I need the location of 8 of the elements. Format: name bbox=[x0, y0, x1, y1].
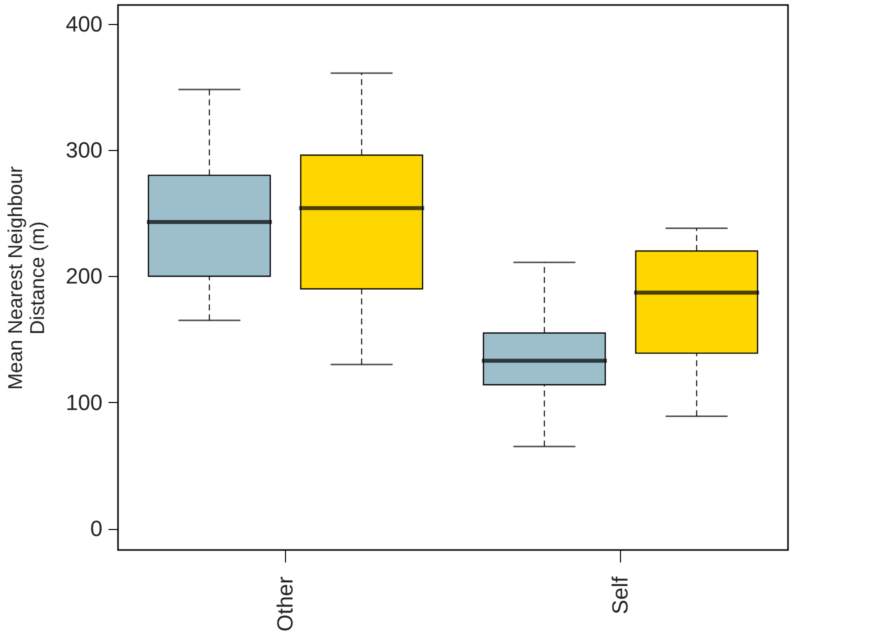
y-axis-title: Mean Nearest Neighbour Distance (m) bbox=[4, 166, 49, 390]
y-tick-label: 200 bbox=[66, 264, 102, 289]
x-tick-label: Self bbox=[608, 576, 632, 614]
x-tick-label: Other bbox=[272, 576, 298, 632]
y-tick-label: 400 bbox=[66, 11, 102, 36]
y-tick-label: 300 bbox=[66, 138, 102, 163]
y-tick-label: 100 bbox=[66, 390, 102, 415]
y-tick-label: 0 bbox=[90, 516, 102, 542]
